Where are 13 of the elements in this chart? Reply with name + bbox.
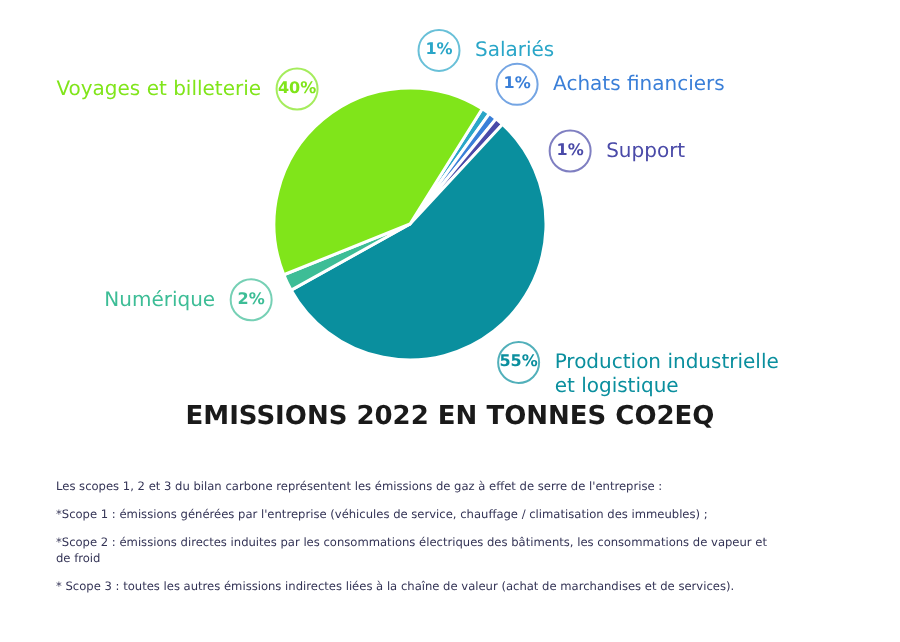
text: EMISSIONS 2022 EN TONNES CO2EQ: [185, 402, 715, 432]
data-label: 1%: [503, 74, 531, 93]
legend-label: Achats financiers: [553, 74, 725, 97]
data-label: 2%: [237, 289, 265, 308]
legend-label: Salariés: [475, 40, 555, 63]
data-label: 55%: [499, 352, 538, 371]
slice-label: Numérique: [104, 289, 216, 312]
legend-label: Production industrielle et logistique: [554, 352, 779, 399]
data-label: 1%: [425, 40, 453, 59]
slice-label: Voyages et billeterie: [56, 79, 262, 102]
data-label: 1%: [556, 140, 584, 159]
legend-label: Support: [606, 140, 686, 163]
data-label: 40%: [277, 79, 317, 98]
